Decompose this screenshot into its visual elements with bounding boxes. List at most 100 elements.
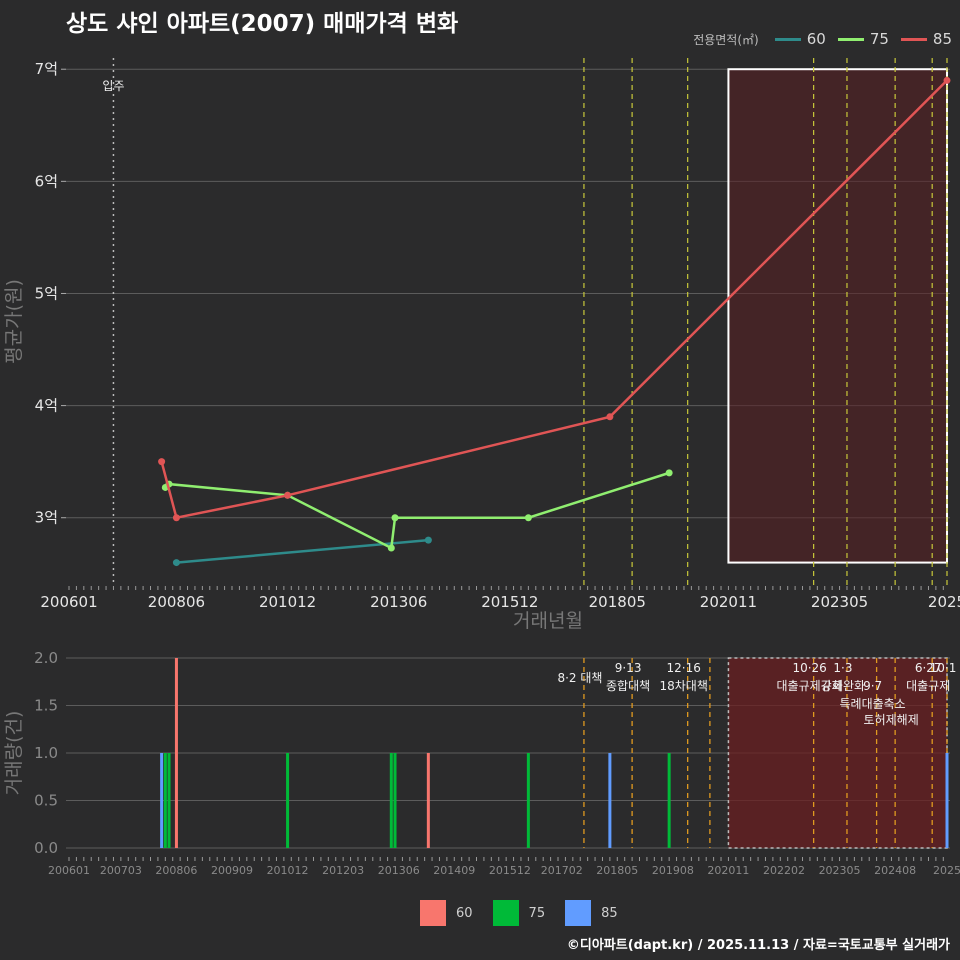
x-tick-label: 200601 bbox=[40, 593, 97, 611]
bar-legend-label-85: 85 bbox=[601, 905, 618, 921]
series-line-60 bbox=[176, 538, 429, 564]
bar-x-tick-label: 201409 bbox=[433, 864, 475, 877]
bar-legend-item-60: 60 bbox=[420, 900, 473, 926]
point-75 bbox=[524, 514, 532, 522]
y-tick-label: 6억 bbox=[35, 172, 58, 190]
legend-label-60: 60 bbox=[806, 30, 826, 48]
policy-name-label: 토허제해제 bbox=[864, 713, 919, 727]
bar-x-tick-label: 201306 bbox=[378, 864, 420, 877]
bar-75 bbox=[167, 753, 171, 848]
policy-name-label: 종합대책 bbox=[606, 678, 650, 693]
point-85 bbox=[943, 76, 951, 84]
policy-name-label: 규제완화 bbox=[821, 679, 865, 693]
bar-x-tick-label: 2025 bbox=[933, 864, 960, 877]
bar-y-axis-title: 거래량(건) bbox=[3, 711, 25, 796]
policy-date-label: 9·7 bbox=[863, 679, 882, 693]
y-tick-label: 5억 bbox=[35, 284, 58, 302]
policy-date-label: 8·2 대책 bbox=[557, 670, 602, 685]
legend-item-75: 75 bbox=[837, 30, 889, 48]
chart-title: 상도 샤인 아파트(2007) 매매가격 변화 bbox=[66, 11, 459, 37]
bar-legend-item-85: 85 bbox=[565, 900, 618, 926]
bar-x-tick-label: 202408 bbox=[874, 864, 916, 877]
bar-legend-swatch-75 bbox=[492, 900, 519, 926]
policy-name-label: 대출규제강화 bbox=[777, 679, 843, 693]
x-tick-label: 201012 bbox=[259, 593, 316, 611]
point-85 bbox=[606, 413, 614, 421]
move-in-label: 입주 bbox=[102, 79, 124, 93]
bar-75 bbox=[389, 753, 393, 848]
bar-75 bbox=[667, 753, 671, 848]
policy-name-label: 특례대출축소 bbox=[839, 697, 905, 711]
bar-legend-label-60: 60 bbox=[456, 905, 473, 921]
bar-legend-label-75: 75 bbox=[528, 905, 546, 921]
bar-x-tick-label: 201512 bbox=[489, 864, 531, 877]
point-60 bbox=[172, 559, 180, 567]
bar-legend-swatch-60 bbox=[420, 900, 446, 926]
y-axis-title: 평균가(원) bbox=[3, 279, 25, 364]
bar-x-tick-label: 201908 bbox=[652, 864, 694, 877]
x-tick-label: 2025 bbox=[928, 593, 960, 611]
policy-date-label: 1·3 bbox=[833, 661, 852, 675]
bar-85 bbox=[945, 753, 949, 848]
policy-date-label: 10·1 bbox=[930, 661, 957, 675]
legend-title: 전용면적(㎡) bbox=[693, 32, 759, 47]
point-75 bbox=[665, 469, 673, 477]
bar-legend-swatch-85 bbox=[565, 900, 592, 926]
bar-75 bbox=[393, 753, 397, 848]
x-tick-label: 202011 bbox=[700, 593, 757, 611]
x-tick-label: 201306 bbox=[370, 593, 427, 611]
bar-y-tick-label: 1.0 bbox=[34, 744, 58, 762]
point-75 bbox=[391, 514, 399, 522]
bar-x-tick-label: 200703 bbox=[100, 864, 142, 877]
bar-x-tick-label: 201702 bbox=[541, 864, 583, 877]
bar-highlight-box bbox=[727, 657, 948, 849]
y-tick-label: 7억 bbox=[35, 60, 58, 78]
policy-date-label: 12·16 bbox=[666, 661, 700, 675]
bar-x-tick-label: 202305 bbox=[819, 864, 861, 877]
policy-date-label: 10·26 bbox=[792, 661, 826, 675]
bar-75 bbox=[526, 753, 530, 848]
bar-x-tick-label: 200909 bbox=[211, 864, 253, 877]
bar-x-tick-label: 200601 bbox=[48, 864, 90, 877]
bar-x-tick-label: 200806 bbox=[155, 864, 197, 877]
point-60 bbox=[424, 536, 432, 544]
x-tick-label: 201512 bbox=[481, 593, 538, 611]
policy-name-label: 18차대책 bbox=[659, 678, 707, 693]
x-tick-label: 200806 bbox=[148, 593, 205, 611]
x-axis-title: 거래년월 bbox=[513, 610, 583, 632]
policy-date-label: 6·27 bbox=[915, 661, 942, 675]
bar-x-tick-label: 201805 bbox=[596, 864, 638, 877]
footer-credit: ©디아파트(dapt.kr) / 2025.11.13 / 자료=국토교통부 실… bbox=[566, 938, 950, 953]
bar-75 bbox=[163, 753, 167, 848]
bar-75 bbox=[286, 753, 290, 848]
bar-y-tick-label: 2.0 bbox=[34, 649, 58, 667]
bar-85 bbox=[160, 753, 164, 848]
series-line-75 bbox=[164, 471, 670, 550]
policy-date-label: 9·13 bbox=[615, 661, 642, 675]
point-85 bbox=[172, 514, 180, 522]
highlight-box bbox=[727, 68, 948, 564]
line-legend: 전용면적(㎡) 60 75 85 bbox=[693, 30, 952, 48]
bar-x-tick-label: 202011 bbox=[707, 864, 749, 877]
bar-y-tick-label: 1.5 bbox=[34, 697, 58, 715]
bar-60 bbox=[426, 753, 430, 848]
bar-y-tick-label: 0.5 bbox=[34, 792, 58, 810]
legend-item-60: 60 bbox=[774, 30, 826, 48]
y-tick-label: 3억 bbox=[35, 509, 58, 527]
y-tick-label: 4억 bbox=[35, 397, 58, 415]
legend-swatch-75 bbox=[837, 37, 864, 41]
point-75 bbox=[387, 544, 395, 552]
bar-legend-item-75: 75 bbox=[492, 900, 546, 926]
legend-swatch-60 bbox=[774, 37, 801, 41]
bar-x-tick-label: 201012 bbox=[267, 864, 309, 877]
point-85 bbox=[158, 458, 166, 466]
point-85 bbox=[284, 491, 292, 499]
legend-label-75: 75 bbox=[869, 30, 889, 48]
bar-y-tick-label: 0.0 bbox=[34, 839, 58, 857]
bar-85 bbox=[608, 753, 612, 848]
legend-swatch-85 bbox=[900, 37, 927, 41]
bar-60 bbox=[174, 658, 178, 848]
x-tick-label: 202305 bbox=[811, 593, 868, 611]
